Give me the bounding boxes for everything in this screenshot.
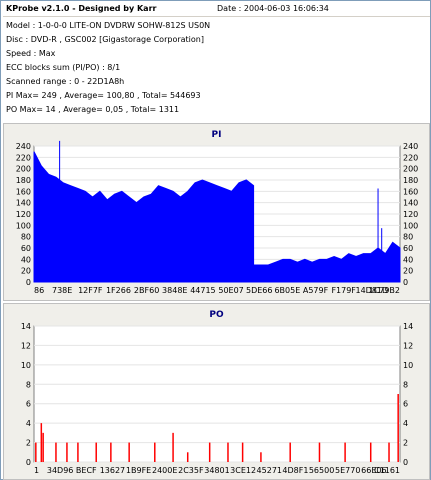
y-tick-label-left: 200 [16,165,31,174]
y-tick-label-right: 12 [403,341,413,350]
x-tick-label: BECF [76,466,97,475]
y-tick-label-right: 4 [403,419,408,428]
pi-chart-panel: PI 0 0 20 20 40 40 60 60 80 80 100 100 120 120 140 140 1… [3,123,430,301]
y-tick-label-right: 160 [403,187,418,196]
x-tick-label: 45271 [257,466,282,475]
y-tick-label-right: 6 [403,400,408,409]
y-tick-label-right: 14 [403,322,413,331]
y-tick-label-right: 0 [403,458,408,467]
y-tick-label-right: 40 [403,255,413,264]
x-tick-label: 86 [34,286,44,295]
y-tick-label-left: 180 [16,176,31,185]
x-tick-label: 66E06 [361,466,386,475]
y-tick-label-right: 220 [403,153,418,162]
ecc-line: ECC blocks sum (PI/PO) : 8/1 [6,63,121,72]
y-tick-label-left: 220 [16,153,31,162]
y-tick-label-left: 10 [21,361,31,370]
range-line: Scanned range : 0 - 22D1A8h [6,77,125,86]
x-tick-label: C1161 [374,466,400,475]
y-tick-label-left: 20 [21,267,31,276]
x-tick-label: 5E770 [335,466,360,475]
pi-summary-line: PI Max= 249 , Average= 100,80 , Total= 5… [6,91,201,100]
y-tick-label-left: 60 [21,244,31,253]
y-tick-label-left: 8 [26,380,31,389]
y-tick-label-right: 120 [403,210,418,219]
y-tick-label-right: 10 [403,361,413,370]
pi-chart-title: PI [211,130,222,140]
x-tick-label: 12F7F [78,286,103,295]
x-tick-label: 1 [34,466,39,475]
po-chart: 0 0 2 2 4 4 6 6 8 8 10 10 12 12 14 14 1 34D96 BECF 13627 1B9… [21,322,413,475]
x-tick-label: 14D81D [356,286,389,295]
x-tick-label: 34D96 [47,466,74,475]
speed-line: Speed : Max [6,49,56,58]
x-tick-label: F179F [331,286,356,295]
x-tick-label: 13627 [100,466,125,475]
y-tick-label-left: 80 [21,233,31,242]
y-tick-label-right: 240 [403,142,418,151]
y-tick-label-left: 6 [26,400,31,409]
plot-area [33,325,401,463]
x-tick-label: 3CE12 [230,466,256,475]
disc-line: Disc : DVD-R , GSC002 [Gigastorage Corpo… [6,35,204,44]
y-tick-label-right: 2 [403,439,408,448]
y-tick-label-left: 14 [21,322,31,331]
pi-chart: 0 0 20 20 40 40 60 60 80 80 100 100 120 120 140 140 160 1… [16,140,418,295]
y-tick-label-left: 40 [21,255,31,264]
x-tick-label: 3848E [162,286,187,295]
y-tick-label-left: 0 [26,458,31,467]
y-tick-label-right: 60 [403,244,413,253]
x-tick-label: 6B05E [274,286,300,295]
x-tick-label: 2C35F [178,466,204,475]
y-tick-label-left: 100 [16,221,31,230]
x-tick-label: 738E [52,286,72,295]
divider [3,16,430,17]
y-tick-label-right: 200 [403,165,418,174]
x-tick-label: 2BF60 [134,286,159,295]
x-tick-label: 34801 [204,466,229,475]
y-tick-label-left: 240 [16,142,31,151]
y-tick-label-left: 140 [16,199,31,208]
scan-date: Date : 2004-06-03 16:06:34 [217,4,329,13]
x-tick-label: 44715 [190,286,215,295]
x-tick-label: 4D8F1 [282,466,308,475]
y-tick-label-left: 2 [26,439,31,448]
y-tick-label-left: 120 [16,210,31,219]
y-tick-label-left: 12 [21,341,31,350]
x-tick-label: 1C79B2 [369,286,400,295]
x-tick-label: 50E07 [218,286,243,295]
y-tick-label-right: 20 [403,267,413,276]
model-line: Model : 1-0-0-0 LITE-ON DVDRW SOHW-812S … [6,21,211,30]
po-chart-title: PO [209,310,224,320]
x-tick-label: 1B9FE [126,466,151,475]
x-tick-label: 1F266 [106,286,131,295]
po-chart-panel: PO 0 0 2 2 4 4 6 6 8 8 10 10 12 12 14 14 1 34D96 BECF 13627… [3,303,430,480]
info-panel: KProbe v2.1.0 - Designed by Karr Date : … [2,2,430,121]
x-tick-label: 2400E [152,466,177,475]
y-tick-label-right: 100 [403,221,418,230]
y-tick-label-left: 160 [16,187,31,196]
y-tick-label-left: 0 [26,278,31,287]
x-tick-label: A579F [303,286,329,295]
y-tick-label-right: 140 [403,199,418,208]
y-tick-label-right: 180 [403,176,418,185]
y-tick-label-right: 0 [403,278,408,287]
po-summary-line: PO Max= 14 , Average= 0,05 , Total= 1311 [6,105,180,114]
pi-series-area [33,151,401,283]
y-tick-label-right: 80 [403,233,413,242]
y-tick-label-left: 4 [26,419,31,428]
x-tick-label: 56500 [309,466,334,475]
x-tick-label: 5DE66 [246,286,272,295]
app-title: KProbe v2.1.0 - Designed by Karr [6,4,157,13]
y-tick-label-right: 8 [403,380,408,389]
